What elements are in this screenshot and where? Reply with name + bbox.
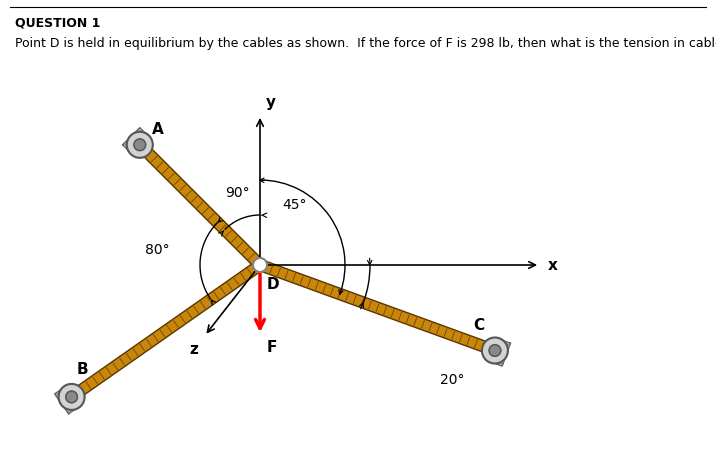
Circle shape [253, 258, 267, 272]
Text: QUESTION 1: QUESTION 1 [15, 17, 100, 30]
Text: z: z [190, 342, 198, 357]
Text: Point D is held in equilibrium by the cables as shown.  If the force of F is 298: Point D is held in equilibrium by the ca… [15, 37, 716, 50]
Text: D: D [267, 277, 280, 292]
Text: 45°: 45° [282, 198, 306, 212]
Text: 90°: 90° [226, 186, 250, 200]
Polygon shape [122, 128, 148, 153]
Text: C: C [473, 317, 484, 332]
Text: F: F [267, 340, 277, 355]
Text: 20°: 20° [440, 372, 465, 387]
Circle shape [66, 391, 77, 403]
Circle shape [482, 338, 508, 363]
Circle shape [134, 139, 145, 151]
Polygon shape [490, 339, 511, 366]
Text: x: x [548, 257, 558, 273]
Circle shape [489, 345, 500, 356]
Text: 80°: 80° [145, 243, 170, 257]
Polygon shape [54, 387, 79, 414]
Circle shape [59, 384, 84, 410]
Text: B: B [77, 362, 88, 377]
Circle shape [127, 132, 153, 158]
Text: A: A [152, 122, 163, 137]
Text: y: y [266, 95, 276, 110]
